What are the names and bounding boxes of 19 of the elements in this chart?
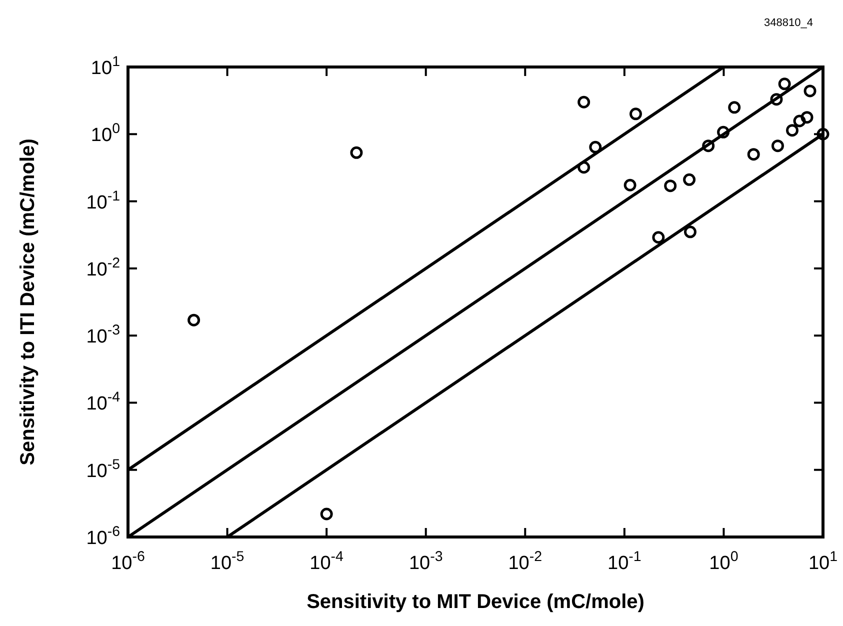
x-tick-label: 10$^{-4}$ xyxy=(310,549,344,574)
x-tick-label: 10$^{-2}$ xyxy=(508,549,542,574)
x-tick-label: 10$^{1}$ xyxy=(808,549,838,574)
x-axis-title: Sensitivity to MIT Device (mC/mole) xyxy=(306,591,644,613)
y-tick-label: 10$^{-4}$ xyxy=(86,390,120,415)
x-tick-label: 10$^{-1}$ xyxy=(608,549,642,574)
y-tick-label: 10$^{-2}$ xyxy=(86,255,120,280)
y-tick-label: 10$^{-6}$ xyxy=(86,524,120,549)
y-tick-label: 10$^{0}$ xyxy=(90,121,120,146)
x-tick-label: 10$^{-3}$ xyxy=(408,549,443,574)
y-tick-label: 10$^{-1}$ xyxy=(86,188,120,214)
y-tick-label: 10$^{1}$ xyxy=(90,54,120,79)
x-tick-label: 10$^{0}$ xyxy=(709,549,738,574)
y-axis-title: Sensitivity to ITI Device (mC/mole) xyxy=(17,138,39,466)
y-tick-label: 10$^{-3}$ xyxy=(86,322,120,348)
x-tick-label: 10$^{-5}$ xyxy=(210,549,244,574)
text: 348810_4 xyxy=(764,17,813,29)
y-tick-label: 10$^{-5}$ xyxy=(86,456,120,482)
x-tick-label: 10$^{-6}$ xyxy=(111,549,145,574)
